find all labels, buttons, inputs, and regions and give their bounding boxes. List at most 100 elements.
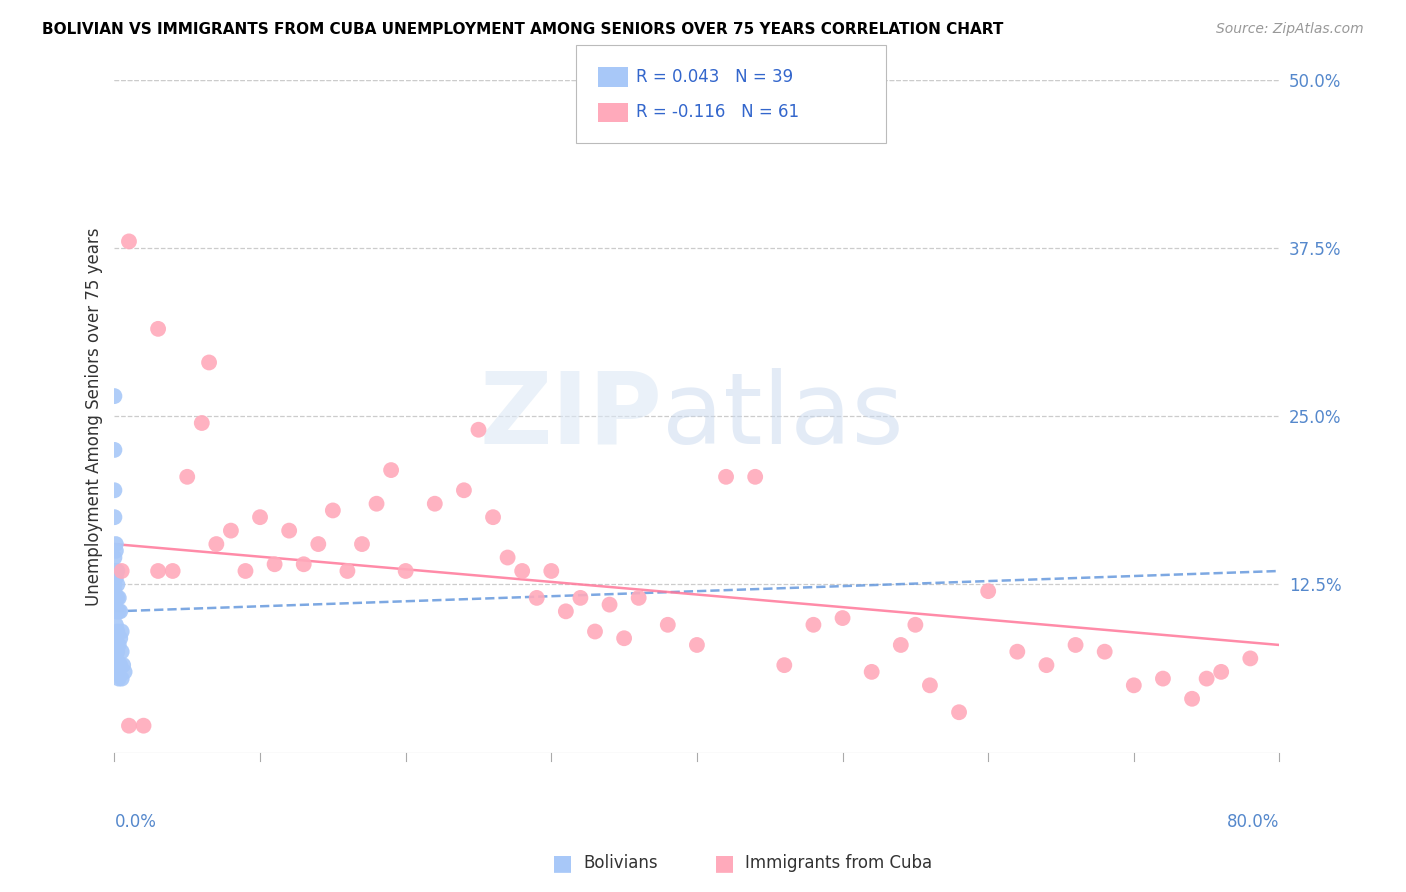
Point	[111, 672, 134, 686]
Point	[307, 537, 329, 551]
Point	[107, 604, 129, 618]
Point	[1181, 691, 1204, 706]
Point	[366, 497, 388, 511]
Point	[1064, 638, 1087, 652]
Point	[540, 564, 562, 578]
Point	[1195, 672, 1218, 686]
Point	[714, 470, 737, 484]
Point	[191, 416, 214, 430]
Point	[510, 564, 533, 578]
Text: ■: ■	[714, 854, 734, 873]
Point	[860, 665, 883, 679]
Point	[198, 355, 221, 369]
Point	[686, 638, 709, 652]
Point	[831, 611, 853, 625]
Point	[583, 624, 606, 639]
Point	[105, 604, 128, 618]
Point	[205, 537, 228, 551]
Point	[105, 564, 128, 578]
Point	[111, 624, 134, 639]
Point	[890, 638, 912, 652]
Point	[103, 584, 125, 599]
Point	[104, 665, 127, 679]
Point	[118, 235, 141, 249]
Point	[110, 604, 132, 618]
Point	[1239, 651, 1261, 665]
Point	[657, 617, 679, 632]
Point	[103, 510, 125, 524]
Point	[104, 651, 127, 665]
Point	[395, 564, 418, 578]
Point	[554, 604, 576, 618]
Point	[105, 658, 128, 673]
Point	[467, 423, 489, 437]
Point	[118, 719, 141, 733]
Point	[107, 672, 129, 686]
Point	[105, 645, 128, 659]
Point	[773, 658, 796, 673]
Text: ZIP: ZIP	[479, 368, 662, 465]
Point	[1152, 672, 1174, 686]
Point	[112, 658, 135, 673]
Point	[103, 571, 125, 585]
Point	[322, 503, 344, 517]
Point	[103, 483, 125, 498]
Point	[104, 617, 127, 632]
Point	[423, 497, 446, 511]
Text: R = -0.116   N = 61: R = -0.116 N = 61	[636, 103, 799, 121]
Text: 80.0%: 80.0%	[1227, 814, 1279, 831]
Point	[107, 638, 129, 652]
Point	[103, 389, 125, 403]
Point	[146, 564, 169, 578]
Point	[627, 591, 650, 605]
Point	[104, 543, 127, 558]
Point	[904, 617, 927, 632]
Point	[977, 584, 1000, 599]
Point	[111, 564, 134, 578]
Point	[350, 537, 373, 551]
Point	[1094, 645, 1116, 659]
Point	[219, 524, 242, 538]
Point	[803, 617, 825, 632]
Point	[104, 604, 127, 618]
Point	[104, 537, 127, 551]
Point	[110, 658, 132, 673]
Point	[105, 624, 128, 639]
Point	[569, 591, 592, 605]
Point	[114, 665, 136, 679]
Point	[496, 550, 519, 565]
Y-axis label: Unemployment Among Seniors over 75 years: Unemployment Among Seniors over 75 years	[86, 227, 103, 606]
Text: ■: ■	[553, 854, 572, 873]
Point	[249, 510, 271, 524]
Point	[744, 470, 766, 484]
Point	[336, 564, 359, 578]
Text: Immigrants from Cuba: Immigrants from Cuba	[745, 855, 932, 872]
Point	[104, 591, 127, 605]
Point	[103, 550, 125, 565]
Point	[105, 591, 128, 605]
Point	[104, 571, 127, 585]
Point	[103, 442, 125, 457]
Point	[111, 645, 134, 659]
Point	[948, 705, 970, 719]
Point	[176, 470, 198, 484]
Point	[235, 564, 257, 578]
Point	[380, 463, 402, 477]
Point	[1035, 658, 1057, 673]
Point	[104, 632, 127, 646]
Point	[1211, 665, 1233, 679]
Point	[146, 322, 169, 336]
Text: Bolivians: Bolivians	[583, 855, 658, 872]
Point	[1007, 645, 1029, 659]
Text: BOLIVIAN VS IMMIGRANTS FROM CUBA UNEMPLOYMENT AMONG SENIORS OVER 75 YEARS CORREL: BOLIVIAN VS IMMIGRANTS FROM CUBA UNEMPLO…	[42, 22, 1004, 37]
Point	[105, 577, 128, 591]
Point	[104, 564, 127, 578]
Point	[613, 632, 636, 646]
Text: Source: ZipAtlas.com: Source: ZipAtlas.com	[1216, 22, 1364, 37]
Text: R = 0.043   N = 39: R = 0.043 N = 39	[636, 68, 793, 86]
Point	[918, 678, 941, 692]
Text: 0.0%: 0.0%	[114, 814, 156, 831]
Text: atlas: atlas	[662, 368, 904, 465]
Point	[278, 524, 301, 538]
Point	[162, 564, 184, 578]
